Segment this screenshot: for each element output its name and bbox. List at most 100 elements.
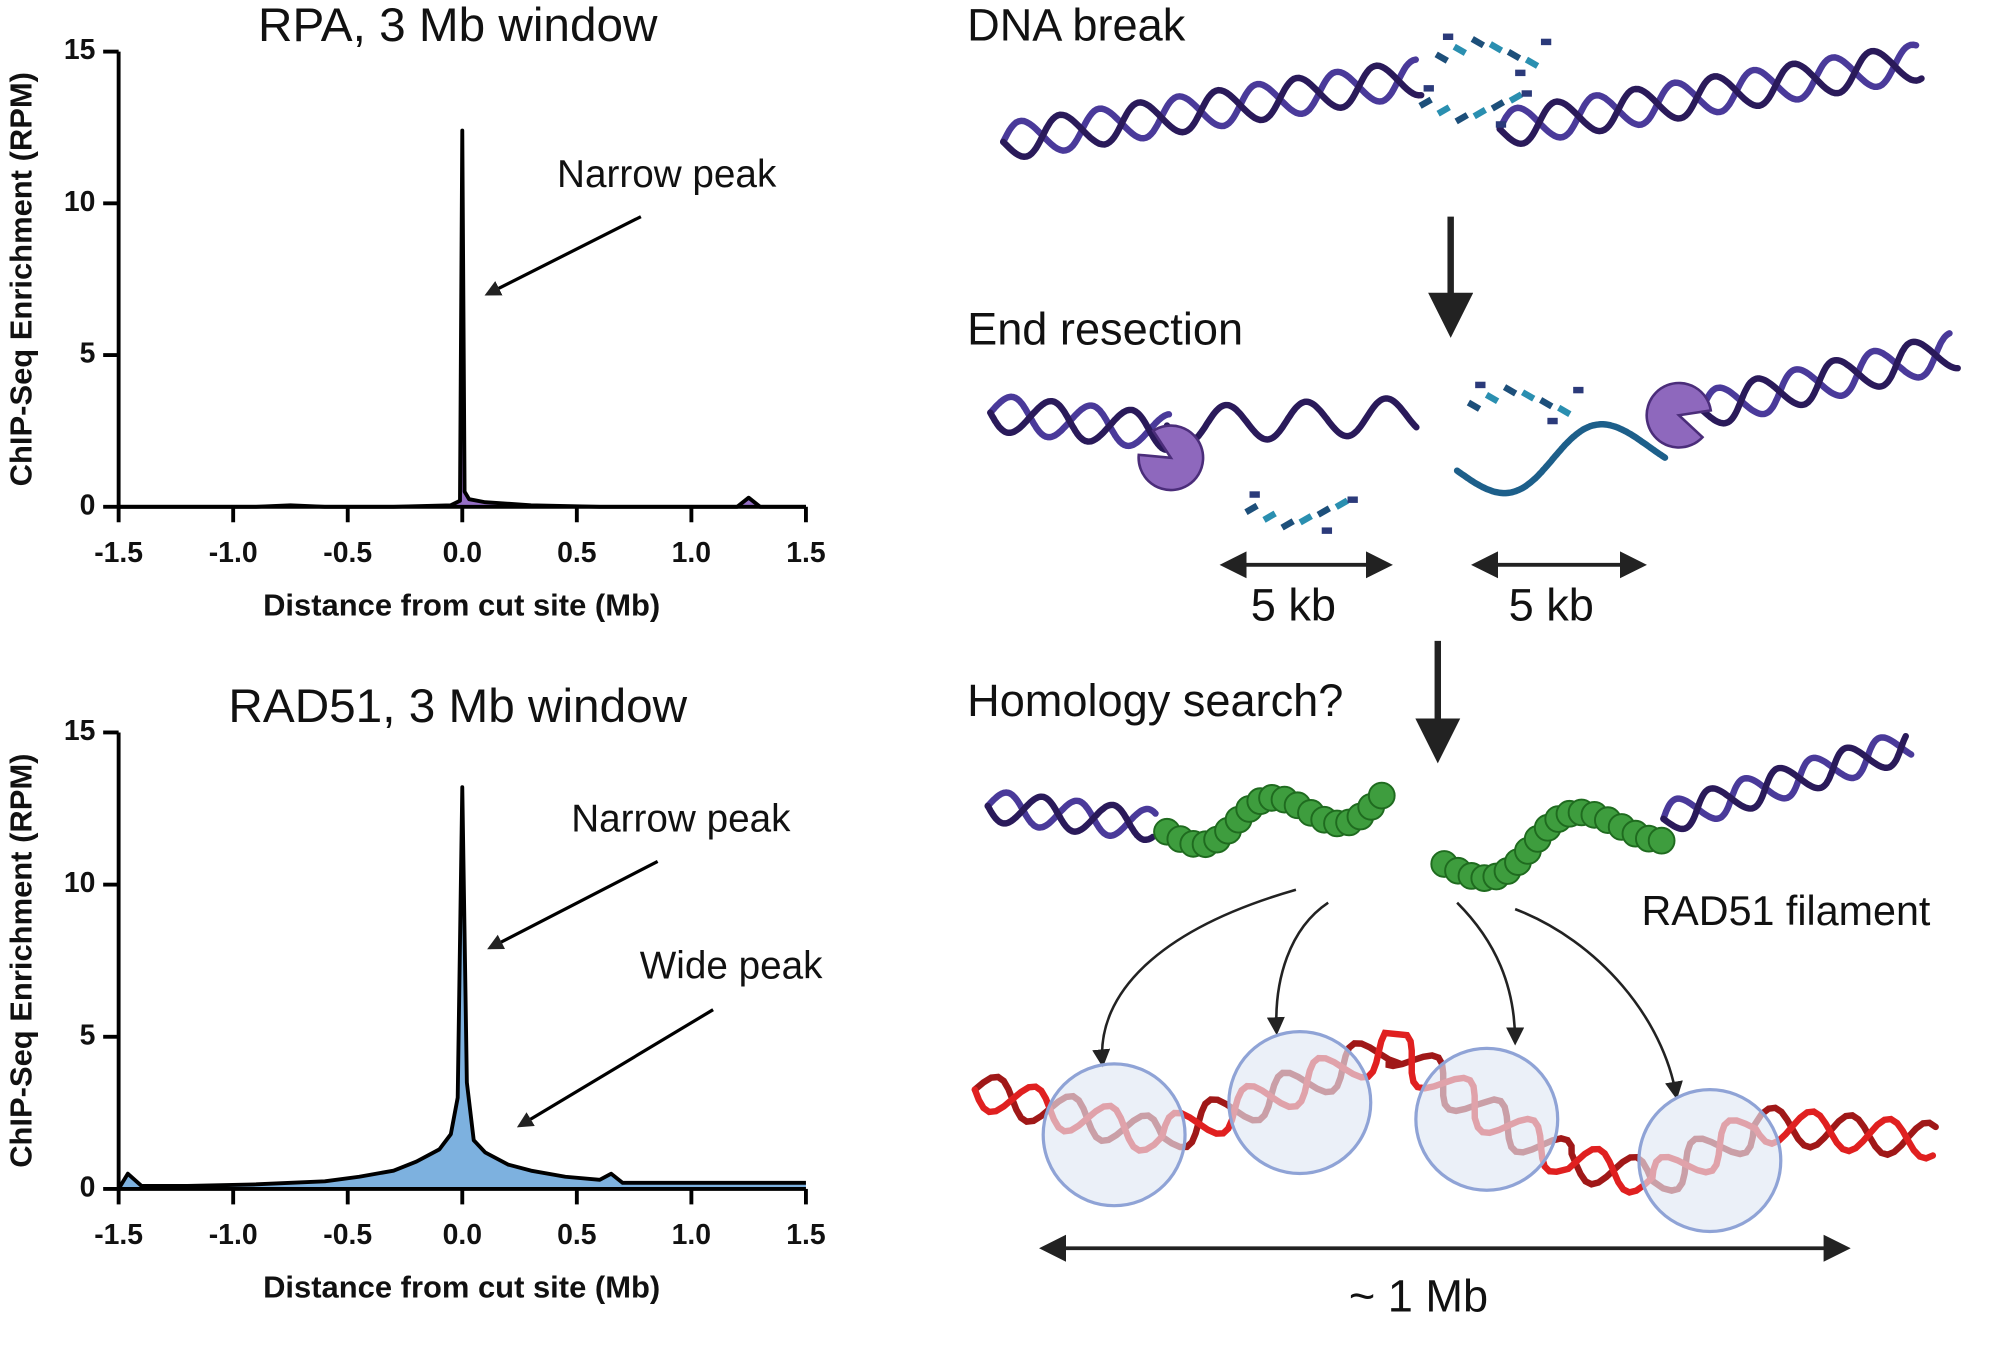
step-label: End resection: [967, 304, 1243, 355]
dna-fragment: [1347, 496, 1358, 503]
dna-fragment: [1488, 41, 1504, 54]
rad51-bead: [1367, 781, 1396, 810]
y-tick-label: 0: [80, 489, 96, 521]
x-tick-label: -0.5: [323, 537, 372, 569]
y-tick-label: 5: [80, 1019, 96, 1051]
chart: RAD51, 3 Mb window Distance from cut site…: [3, 680, 825, 1305]
length-label: 5 kb: [1509, 580, 1594, 631]
annotation: Wide peak: [640, 945, 823, 988]
annotation-arrow: [487, 859, 659, 950]
dna-fragment: [1524, 56, 1540, 69]
diagram: DNA break End resection Homology search?…: [967, 0, 1961, 1322]
x-tick-label: 0.0: [443, 1219, 482, 1251]
x-tick-label: 1.0: [672, 1219, 711, 1251]
nuclease: [1137, 424, 1205, 492]
dna-fragment: [1573, 386, 1584, 394]
chart: RPA, 3 Mb window Distance from cut site (…: [3, 0, 825, 623]
dna-strand: [987, 397, 1169, 453]
y-tick-label: 5: [80, 338, 96, 370]
dna-strand: [1000, 56, 1419, 154]
dna-fragment: [1472, 107, 1487, 120]
arrows: [1415, 216, 1474, 764]
dna-fragment: [1436, 104, 1451, 117]
x-tick-label: -1.5: [94, 1219, 143, 1251]
y-axis-label: ChIP-Seq Enrichment (RPM): [3, 72, 38, 486]
search-site: [1041, 1062, 1187, 1208]
annotation-arrow: [484, 215, 642, 296]
annotation: Narrow peak: [557, 153, 777, 196]
x-axis-label: Distance from cut site (Mb): [263, 588, 660, 623]
search-site: [1227, 1030, 1373, 1176]
dna-fragment: [1466, 399, 1482, 412]
dna-fragment: [1442, 33, 1454, 40]
dna-fragment: [1490, 99, 1506, 112]
dna-fragment: [1298, 513, 1313, 526]
dna-fragment: [1521, 90, 1532, 97]
dna-fragment: [1262, 510, 1277, 523]
dna-fragment: [1321, 527, 1333, 534]
y-tick-label: 10: [64, 186, 96, 218]
dna-fragment: [1244, 502, 1259, 515]
line: [116, 785, 806, 1190]
dna-strand: [1698, 330, 1953, 418]
search-arrows: [1092, 888, 1683, 1100]
nuclease: [1645, 381, 1713, 449]
single-strand: [1163, 395, 1420, 446]
chart-title: RPA, 3 Mb window: [258, 0, 658, 52]
x-tick-label: -1.5: [94, 537, 143, 569]
x-tick-label: 1.5: [786, 1219, 825, 1251]
dna-strand: [1660, 732, 1909, 833]
y-tick-label: 15: [64, 34, 96, 66]
dna-fragment: [1520, 389, 1536, 402]
dna-fragment: [1547, 417, 1558, 425]
range-label: ~ 1 Mb: [1349, 1271, 1488, 1322]
x-tick-label: 1.5: [786, 537, 825, 569]
y-tick-label: 15: [64, 715, 96, 747]
length-label: 5 kb: [1251, 580, 1336, 631]
step-label: DNA break: [967, 0, 1186, 50]
dna-strand: [1000, 62, 1425, 160]
dna-strand: [987, 393, 1173, 450]
charts: RPA, 3 Mb window Distance from cut site (…: [3, 0, 825, 1305]
dna-fragment: [1508, 91, 1524, 104]
dna-fragment: [1495, 121, 1507, 128]
dna-fragment: [1515, 69, 1526, 77]
dna-strand: [1698, 338, 1961, 427]
annotation-arrow: [516, 1008, 714, 1128]
dna-fragment: [1475, 381, 1486, 389]
dna-fragment: [1470, 36, 1486, 49]
filament-label: RAD51 filament: [1642, 888, 1931, 934]
dna-fragment: [1452, 43, 1468, 56]
dna-fragment: [1557, 404, 1572, 417]
area: [118, 787, 806, 1189]
dna-fragment: [1423, 85, 1434, 92]
x-tick-label: 1.0: [672, 537, 711, 569]
dna-fragment: [1280, 518, 1295, 531]
dna-strand: [984, 793, 1156, 843]
rad51-bead: [1647, 826, 1676, 855]
y-axis-label: ChIP-Seq Enrichment (RPM): [3, 754, 38, 1168]
x-tick-label: -0.5: [323, 1219, 372, 1251]
dna-fragment: [1334, 497, 1350, 510]
dna-fragment: [1540, 38, 1552, 46]
chart-title: RAD51, 3 Mb window: [228, 680, 687, 733]
x-tick-label: -1.0: [209, 1219, 258, 1251]
dna-fragment: [1502, 384, 1518, 397]
dna-fragment: [1418, 96, 1433, 109]
search-site: [1414, 1046, 1560, 1192]
x-tick-label: -1.0: [209, 537, 258, 569]
y-tick-label: 10: [64, 867, 96, 899]
dna-strand: [984, 789, 1159, 839]
double-arrows: [1039, 551, 1851, 1262]
dna-fragment: [1249, 491, 1260, 498]
x-tick-label: 0.5: [557, 1219, 596, 1251]
x-tick-label: 0.0: [443, 537, 482, 569]
x-tick-label: 0.5: [557, 537, 596, 569]
dna-strand: [1496, 41, 1920, 141]
search-site: [1637, 1088, 1783, 1234]
dna-fragment: [1539, 397, 1554, 410]
dna-fragment: [1434, 51, 1449, 64]
dna-fragment: [1506, 49, 1522, 62]
dna-drawing: [971, 33, 1961, 1234]
